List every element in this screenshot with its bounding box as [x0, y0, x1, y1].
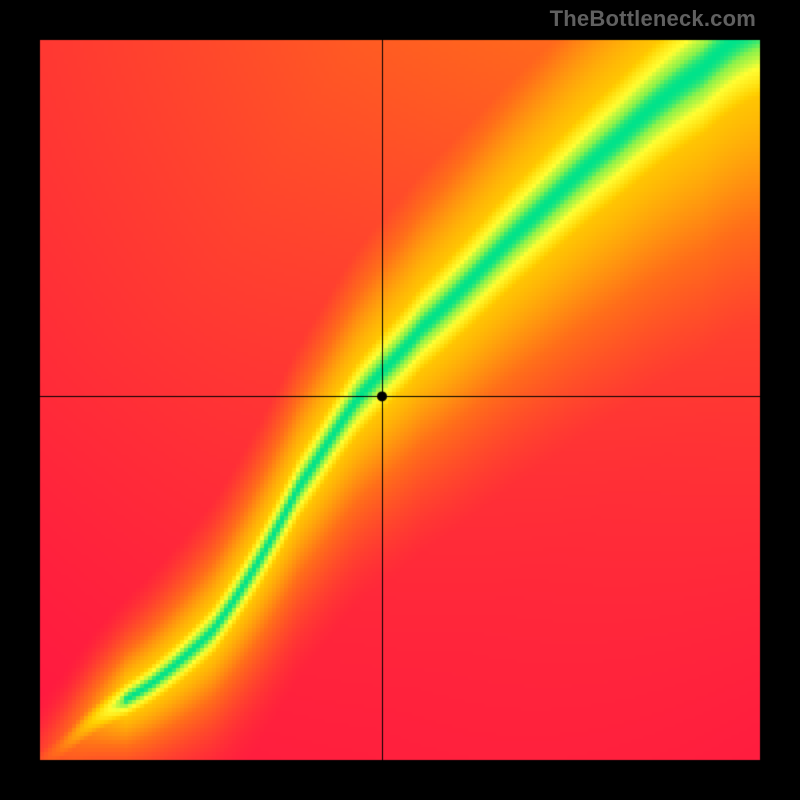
- bottleneck-heatmap-canvas: [0, 0, 800, 800]
- chart-frame: TheBottleneck.com: [0, 0, 800, 800]
- attribution-label: TheBottleneck.com: [550, 6, 756, 32]
